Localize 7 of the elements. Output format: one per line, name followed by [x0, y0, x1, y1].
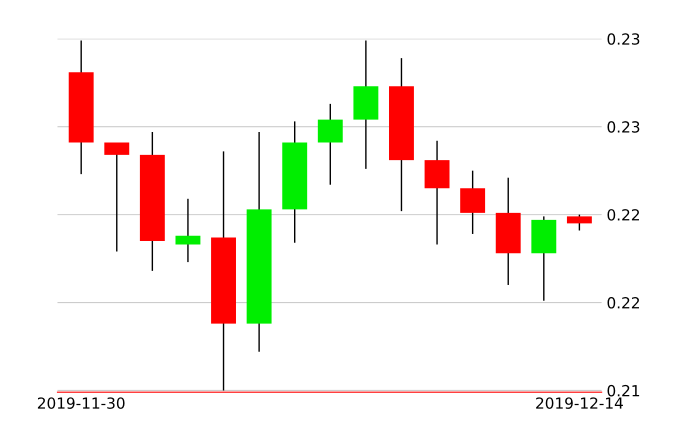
y-tick-label: 0.22 [608, 297, 639, 309]
x-tick-label: 2019-11-30 [38, 397, 125, 409]
y-tick-label: 0.21 [608, 384, 640, 396]
y-tick-label: 0.22 [608, 209, 639, 221]
y-tick-label: 0.23 [608, 121, 640, 133]
x-tick-label: 2019-12-14 [536, 397, 623, 409]
y-tick-label: 0.23 [608, 33, 640, 45]
